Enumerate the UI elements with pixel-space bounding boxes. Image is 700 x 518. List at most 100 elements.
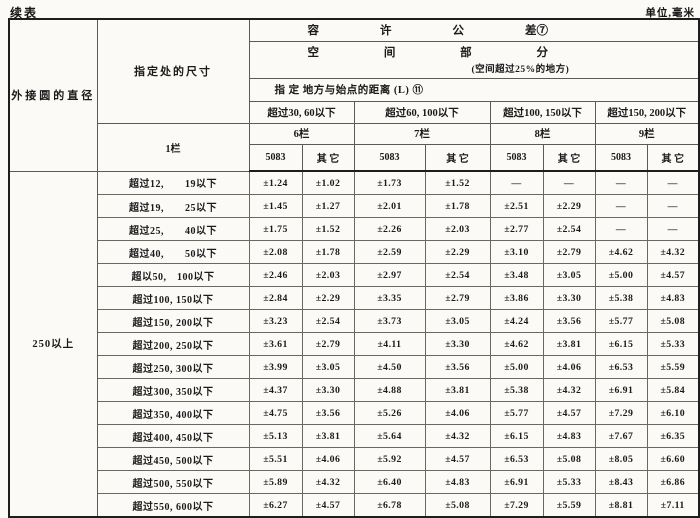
tolerance-value-cell: ±2.59 — [353, 240, 426, 264]
tolerance-char: 许 — [380, 25, 392, 38]
tolerance-value-cell: — — [646, 194, 700, 218]
tolerance-value-cell: ±5.08 — [542, 447, 596, 471]
tolerance-value-cell: ±2.54 — [301, 309, 355, 333]
space-title-cell: 空 间 部 分 (空间超过25%的地方) — [248, 40, 700, 79]
group-col-9: 9栏 — [594, 122, 700, 145]
group-range-8: 超过100, 150以下 — [489, 100, 596, 124]
tolerance-value-cell: ±3.35 — [353, 286, 426, 310]
tolerance-value-cell: ±1.27 — [301, 194, 355, 218]
tolerance-value-cell: ±5.77 — [489, 401, 544, 425]
tolerance-value-cell: ±3.56 — [542, 309, 596, 333]
col-header-size: 指定处的尺寸 — [96, 18, 250, 124]
tolerance-value-cell: ±4.06 — [301, 447, 355, 471]
header-row-alloys: 5083 其 它 5083 其 它 5083 其 它 5083 其 它 — [9, 143, 700, 172]
tolerance-value-cell: ±6.91 — [489, 470, 544, 494]
table-row: 超过500, 550以下 ±5.89 ±4.32 ±6.40 ±4.83 ±6.91 ±5.… — [9, 470, 700, 494]
table-row: 超过100, 150以下 ±2.84 ±2.29 ±3.35 ±2.79 ±3.86 ±3.… — [9, 286, 700, 310]
tolerance-value-cell: ±8.81 — [594, 493, 648, 518]
tolerance-value-cell: ±4.32 — [542, 378, 596, 402]
tolerance-value-cell: ±5.64 — [353, 424, 426, 448]
table-row: 超过350, 400以下 ±4.75 ±3.56 ±5.26 ±4.06 ±5.77 ±4.… — [9, 401, 700, 425]
tolerance-value-cell: ±8.05 — [594, 447, 648, 471]
tolerance-value-cell: ±3.61 — [248, 332, 303, 356]
tolerance-value-cell: — — [489, 170, 544, 195]
tolerance-value-cell: ±6.78 — [353, 493, 426, 518]
tolerance-value-cell: ±2.77 — [489, 217, 544, 241]
tolerance-value-cell: ±4.62 — [594, 240, 648, 264]
tolerance-value-cell: ±6.91 — [594, 378, 648, 402]
row-range-label: 超过350, 400以下 — [96, 401, 250, 425]
space-char: 部 — [460, 47, 472, 59]
other-header: 其 它 — [301, 143, 355, 172]
tolerance-value-cell: ±3.30 — [301, 378, 355, 402]
table-row: 超以50, 100以下 ±2.46 ±2.03 ±2.97 ±2.54 ±3.48 ±3.0… — [9, 263, 700, 287]
tolerance-value-cell: ±4.32 — [301, 470, 355, 494]
other-header: 其 它 — [542, 143, 596, 172]
tolerance-value-cell: ±4.83 — [646, 286, 700, 310]
tolerance-value-cell: ±3.30 — [424, 332, 491, 356]
tolerance-value-cell: ±5.92 — [353, 447, 426, 471]
tolerance-value-cell: ±2.29 — [424, 240, 491, 264]
row-range-label: 超过300, 350以下 — [96, 378, 250, 402]
header-row-space: 空 间 部 分 (空间超过25%的地方) — [9, 40, 700, 79]
other-header: 其 它 — [424, 143, 491, 172]
tolerance-value-cell: ±4.24 — [489, 309, 544, 333]
tolerance-value-cell: ±6.53 — [489, 447, 544, 471]
tolerance-value-cell: ±4.32 — [646, 240, 700, 264]
tolerance-value-cell: ±3.81 — [424, 378, 491, 402]
tolerance-value-cell: ±3.99 — [248, 355, 303, 379]
tolerance-value-cell: ±7.11 — [646, 493, 700, 518]
tolerance-char: 差⑦ — [525, 25, 548, 38]
tolerance-value-cell: ±7.29 — [489, 493, 544, 518]
tolerance-value-cell: ±3.81 — [301, 424, 355, 448]
tolerance-value-cell: ±6.86 — [646, 470, 700, 494]
tolerance-value-cell: ±5.77 — [594, 309, 648, 333]
space-char: 间 — [383, 47, 396, 59]
tolerance-value-cell: ±6.15 — [489, 424, 544, 448]
tolerance-value-cell: ±2.46 — [248, 263, 303, 287]
table-row: 超过250, 300以下 ±3.99 ±3.05 ±4.50 ±3.56 ±5.00 ±4.… — [9, 355, 700, 379]
tolerance-value-cell: — — [594, 170, 648, 195]
tolerance-value-cell: ±2.84 — [248, 286, 303, 310]
table-row: 超过25, 40以下 ±1.75 ±1.52 ±2.26 ±2.03 ±2.77 ±2.54… — [9, 217, 700, 241]
tolerance-value-cell: — — [646, 170, 700, 195]
tolerance-value-cell: ±1.52 — [301, 217, 355, 241]
group-col-8: 8栏 — [489, 122, 596, 145]
row-range-label: 超过25, 40以下 — [96, 217, 250, 241]
alloy-header: 5083 — [489, 143, 544, 172]
tolerance-value-cell: ±4.50 — [353, 355, 426, 379]
distance-label: 指 定 地方与始点的距离 (L) ⑪ — [248, 77, 700, 102]
row-range-label: 超以50, 100以下 — [96, 263, 250, 287]
tolerance-value-cell: ±2.26 — [353, 217, 426, 241]
tolerance-value-cell: ±5.13 — [248, 424, 303, 448]
tolerance-value-cell: ±2.29 — [301, 286, 355, 310]
col-header-diameter: 外接圆的直径 — [8, 18, 98, 172]
tolerance-value-cell: ±1.78 — [301, 240, 355, 264]
tolerance-value-cell: ±5.33 — [646, 332, 700, 356]
table-row: 超过400, 450以下 ±5.13 ±3.81 ±5.64 ±4.32 ±6.15 ±4.… — [9, 424, 700, 448]
table-row: 250以上 超过12, 19以下 ±1.24 ±1.02 ±1.73 ±1.52— — — — — [8, 170, 700, 518]
tolerance-value-cell: ±2.08 — [248, 240, 303, 264]
tolerance-value-cell: ±5.08 — [424, 493, 491, 518]
header-row-columns: 1栏 6栏 7栏 8栏 9栏 — [9, 122, 700, 172]
tolerance-value-cell: ±3.48 — [489, 263, 544, 287]
header-row-distance: 指 定 地方与始点的距离 (L) ⑪ — [9, 77, 700, 102]
table-row: 超过150, 200以下 ±3.23 ±2.54 ±3.73 ±3.05 ±4.24 ±3.… — [9, 309, 700, 333]
tolerance-value-cell: ±3.30 — [542, 286, 596, 310]
row-range-label: 超过150, 200以下 — [96, 309, 250, 333]
group-range-7: 超过60, 100以下 — [353, 100, 491, 124]
tolerance-char: 公 — [452, 25, 465, 38]
tolerance-char: 容 — [307, 25, 320, 38]
tolerance-value-cell: ±1.24 — [248, 170, 303, 195]
tolerance-value-cell: ±3.86 — [489, 286, 544, 310]
tolerance-value-cell: — — [542, 170, 596, 195]
tolerance-value-cell: ±5.26 — [353, 401, 426, 425]
table-row: 超过450, 500以下 ±5.51 ±4.06 ±5.92 ±4.57 ±6.53 ±5.… — [9, 447, 700, 471]
tolerance-value-cell: ±5.59 — [646, 355, 700, 379]
space-char: 空 — [307, 47, 320, 59]
tolerance-value-cell: ±3.05 — [424, 309, 491, 333]
tolerance-value-cell: ±4.06 — [424, 401, 491, 425]
tolerance-value-cell: ±5.00 — [489, 355, 544, 379]
tolerance-value-cell: ±6.53 — [594, 355, 648, 379]
tolerance-value-cell: ±5.38 — [489, 378, 544, 402]
